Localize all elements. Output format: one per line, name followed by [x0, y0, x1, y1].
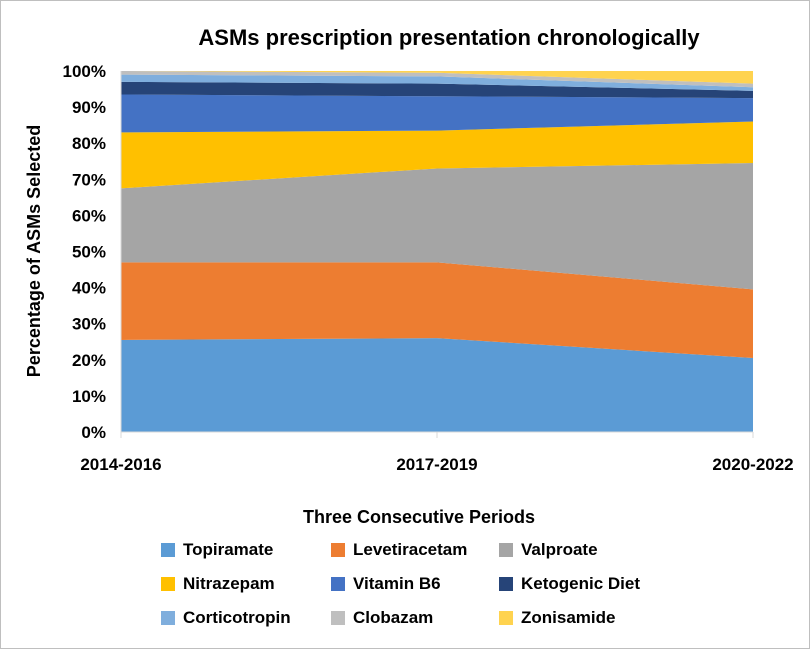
x-tick-label: 2014-2016 [80, 455, 161, 474]
y-tick-label: 50% [72, 243, 106, 262]
legend-swatch [161, 611, 175, 625]
legend-swatch [331, 577, 345, 591]
area-topiramate [121, 338, 753, 432]
legend-swatch [331, 611, 345, 625]
legend-item-ketogenic-diet: Ketogenic Diet [499, 573, 640, 595]
y-tick-label: 40% [72, 279, 106, 298]
legend-label: Topiramate [183, 540, 274, 559]
legend-label: Clobazam [353, 608, 434, 627]
area-corticotropin [121, 74, 753, 91]
area-levetiracetam [121, 262, 753, 358]
y-tick-label: 100% [63, 62, 106, 81]
y-tick-label: 80% [72, 134, 106, 153]
y-tick-label: 70% [72, 170, 106, 189]
chart-title: ASMs prescription presentation chronolog… [198, 25, 700, 50]
y-tick-label: 20% [72, 351, 106, 370]
legend-label: Zonisamide [521, 608, 616, 627]
legend-swatch [499, 543, 513, 557]
y-tick-label: 10% [72, 387, 106, 406]
area-zonisamide [121, 71, 753, 84]
y-tick-label: 60% [72, 206, 106, 225]
y-tick-label: 30% [72, 315, 106, 334]
legend-item-levetiracetam: Levetiracetam [331, 539, 467, 561]
legend-item-topiramate: Topiramate [161, 539, 273, 561]
y-axis: 0% 10% 20% 30% 40% 50% 60% 70% 80% 90% 100% [63, 62, 122, 442]
legend-label: Levetiracetam [353, 540, 468, 559]
area-ketogenic-diet [121, 81, 753, 99]
legend-swatch [499, 577, 513, 591]
area-series-group [121, 71, 753, 432]
x-tick-label: 2020-2022 [712, 455, 793, 474]
legend-label: Valproate [521, 540, 598, 559]
legend-label: Corticotropin [183, 608, 291, 627]
legend-swatch [161, 577, 175, 591]
legend-item-zonisamide: Zonisamide [499, 607, 615, 629]
legend-swatch [499, 611, 513, 625]
legend-item-vitamin-b6: Vitamin B6 [331, 573, 441, 595]
legend-label: Vitamin B6 [353, 574, 441, 593]
area-valproate [121, 163, 753, 290]
legend-label: Ketogenic Diet [521, 574, 641, 593]
x-axis-label: Three Consecutive Periods [303, 507, 535, 527]
area-clobazam [121, 71, 753, 88]
area-nitrazepam [121, 121, 753, 189]
x-tick-label: 2017-2019 [396, 455, 477, 474]
legend-item-clobazam: Clobazam [331, 607, 433, 629]
legend-item-nitrazepam: Nitrazepam [161, 573, 275, 595]
area-vitamin-b6 [121, 94, 753, 133]
y-tick-label: 90% [72, 98, 106, 117]
legend-item-valproate: Valproate [499, 539, 598, 561]
legend-item-corticotropin: Corticotropin [161, 607, 291, 629]
y-axis-label: Percentage of ASMs Selected [24, 125, 44, 377]
legend-swatch [331, 543, 345, 557]
x-axis: 2014-2016 2017-2019 2020-2022 [80, 431, 794, 474]
y-tick-label: 0% [81, 423, 106, 442]
legend-label: Nitrazepam [183, 574, 275, 593]
legend-swatch [161, 543, 175, 557]
